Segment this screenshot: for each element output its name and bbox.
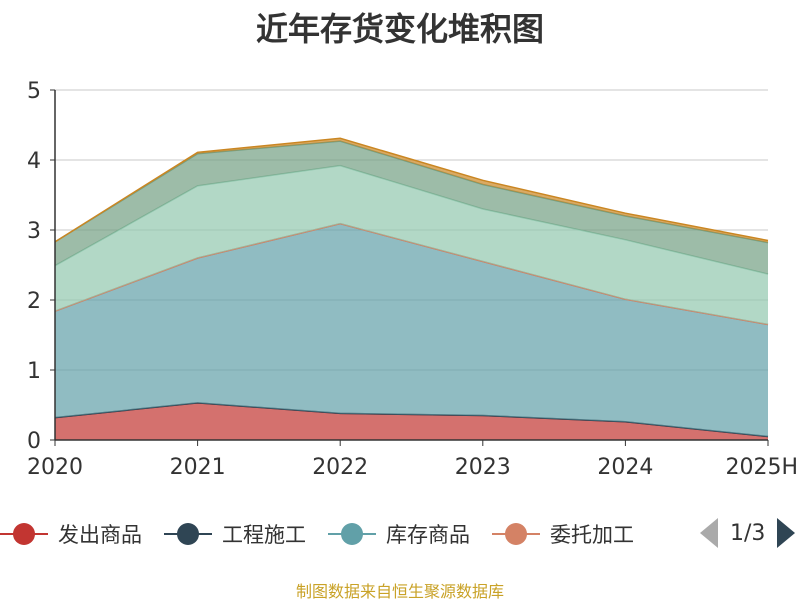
legend-marker-icon — [492, 522, 540, 546]
legend-label: 库存商品 — [386, 523, 470, 547]
legend-item[interactable]: 委托加工 — [492, 519, 634, 549]
legend-item[interactable]: 工程施工 — [164, 519, 306, 549]
area-series-0 — [55, 402, 768, 440]
legend-item[interactable]: 发出商品 — [0, 519, 142, 549]
line-series-3 — [54, 222, 769, 326]
area-series-5 — [55, 141, 768, 275]
y-tick-label: 1 — [27, 359, 41, 384]
legend-prev-page-icon[interactable] — [700, 518, 718, 548]
x-tick-label: 2024 — [597, 455, 653, 480]
y-tick-label: 3 — [27, 219, 41, 244]
legend-item[interactable]: 库存商品 — [328, 519, 470, 549]
y-tick-label: 2 — [27, 289, 41, 314]
y-tick-label: 4 — [27, 149, 41, 174]
legend-page-indicator: 1/3 — [730, 520, 766, 546]
legend-pager: 1/3 — [700, 518, 796, 548]
legend-marker-icon — [164, 522, 212, 546]
line-series-1 — [54, 402, 769, 438]
source-note: 制图数据来自恒生聚源数据库 — [295, 582, 504, 601]
x-tick-label: 2020 — [27, 455, 83, 480]
legend-marker-icon — [0, 522, 48, 546]
legend-label: 委托加工 — [550, 523, 634, 547]
area-series-4 — [55, 165, 768, 325]
stacked-areas — [54, 137, 769, 440]
area-series-2 — [55, 223, 768, 437]
legend-label: 发出商品 — [58, 523, 142, 547]
x-tick-label: 2022 — [312, 455, 368, 480]
x-tick-label: 2025H — [725, 455, 798, 480]
axes: 0 1 2 3 4 5 2020 2021 2022 2023 2024 2025H — [27, 79, 798, 480]
chart-title: 近年存货变化堆积图 — [255, 10, 544, 48]
legend-label: 工程施工 — [222, 523, 306, 547]
y-tick-label: 5 — [27, 79, 41, 104]
x-tick-label: 2023 — [455, 455, 511, 480]
legend: 发出商品 工程施工 库存商品 委托加工 — [0, 514, 656, 554]
x-tick-label: 2021 — [170, 455, 226, 480]
legend-next-page-icon[interactable] — [777, 518, 796, 548]
line-series-6 — [54, 137, 769, 243]
y-tick-label: 0 — [27, 429, 41, 454]
legend-marker-icon — [328, 522, 376, 546]
